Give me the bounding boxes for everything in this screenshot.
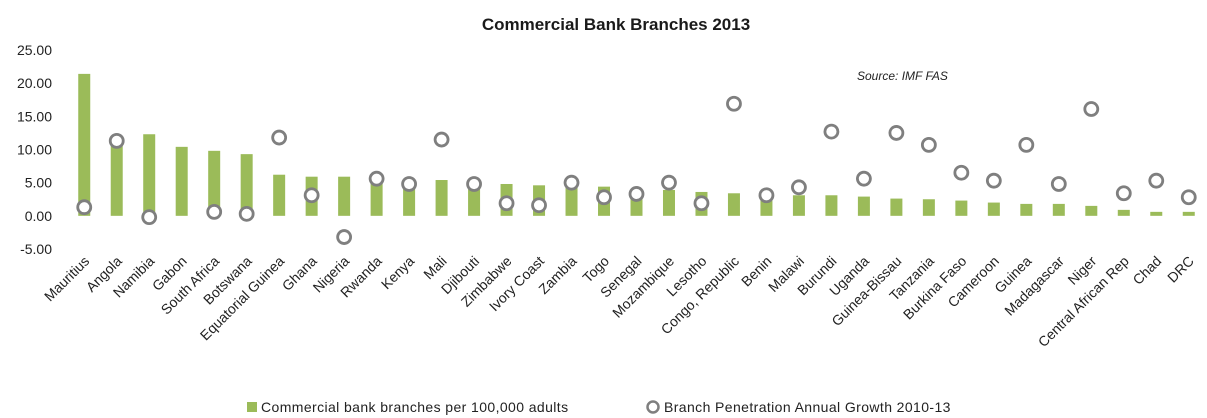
growth-marker [1050, 176, 1067, 192]
x-category-label: Kenya [378, 253, 418, 293]
growth-marker [466, 176, 482, 192]
growth-marker [563, 174, 580, 191]
growth-marker [888, 125, 905, 141]
x-category-label: DRC [1164, 253, 1197, 286]
bar [792, 195, 805, 216]
growth-marker [1115, 185, 1132, 202]
bar [565, 186, 578, 216]
bar [1150, 211, 1163, 216]
bar [208, 150, 221, 216]
y-tick-label: 20.00 [17, 75, 52, 91]
bar [922, 199, 935, 216]
growth-marker [368, 170, 385, 187]
growth-marker [401, 176, 418, 192]
growth-marker [336, 229, 353, 245]
bar [1182, 211, 1195, 216]
growth-marker [1083, 101, 1100, 117]
growth-marker [303, 187, 320, 204]
bar [857, 196, 870, 216]
bar [727, 193, 740, 216]
bar [1020, 203, 1033, 216]
growth-marker [238, 205, 255, 222]
bar [890, 198, 903, 216]
growth-marker [758, 187, 775, 204]
bar [435, 180, 448, 216]
y-tick-label: -5.00 [20, 241, 52, 257]
bar [987, 202, 1000, 216]
bar [143, 134, 156, 216]
legend-marker-growth [646, 400, 660, 414]
growth-marker [693, 195, 710, 212]
growth-marker [953, 164, 970, 181]
bar [338, 176, 351, 216]
growth-marker [791, 179, 807, 196]
growth-marker [498, 195, 515, 212]
growth-marker [856, 170, 872, 187]
growth-marker [141, 209, 158, 226]
growth-marker [433, 131, 450, 148]
growth-marker [823, 123, 840, 140]
growth-marker [1148, 172, 1165, 189]
bar [175, 146, 188, 216]
bar [955, 200, 968, 216]
y-tick-label: 0.00 [25, 208, 52, 224]
bar [1085, 205, 1098, 216]
bar [240, 154, 253, 216]
bar [370, 180, 383, 216]
y-tick-label: 5.00 [25, 175, 52, 191]
growth-marker [271, 129, 288, 146]
bar [273, 174, 286, 216]
source-note: Source: IMF FAS [857, 69, 948, 83]
y-tick-label: 25.00 [17, 42, 52, 58]
bar [110, 141, 123, 216]
growth-marker [1018, 136, 1035, 153]
x-category-label: Mauritius [41, 253, 92, 304]
growth-marker [920, 136, 937, 153]
y-axis: 25.00 20.00 15.00 10.00 5.00 0.00 -5.00 [17, 42, 52, 257]
bar [662, 189, 675, 216]
y-tick-label: 10.00 [17, 142, 52, 158]
growth-marker [76, 199, 93, 216]
growth-marker [661, 174, 677, 191]
growth-marker [596, 189, 612, 206]
growth-marker [531, 197, 547, 214]
legend-label-growth: Branch Penetration Annual Growth 2010-13 [664, 399, 951, 415]
y-tick-label: 15.00 [17, 108, 52, 124]
bar [78, 73, 91, 216]
legend-label-bars: Commercial bank branches per 100,000 adu… [261, 399, 568, 415]
growth-marker [108, 132, 125, 149]
growth-marker [985, 172, 1002, 189]
legend: Commercial bank branches per 100,000 adu… [247, 399, 951, 415]
marker-series [76, 95, 1197, 245]
bar [1052, 203, 1065, 216]
bar [468, 183, 481, 216]
x-category-label: Chad [1129, 253, 1164, 288]
bar [1117, 209, 1130, 216]
legend-swatch-bars [247, 402, 257, 412]
growth-marker [628, 186, 645, 202]
chart-title: Commercial Bank Branches 2013 [482, 15, 750, 34]
growth-marker [206, 203, 223, 220]
growth-marker [726, 95, 742, 112]
bar [825, 195, 838, 216]
growth-marker [1180, 189, 1197, 206]
